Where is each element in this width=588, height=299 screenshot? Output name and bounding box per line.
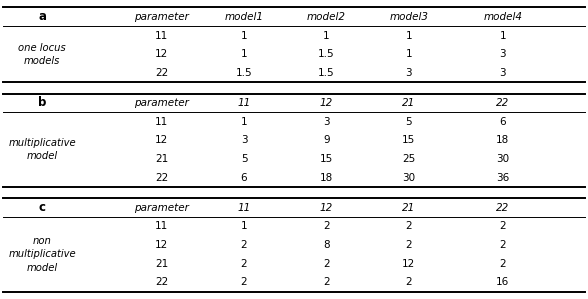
Text: model2: model2 [307,12,346,22]
Text: 2: 2 [405,222,412,231]
Text: 12: 12 [155,240,168,250]
Text: 9: 9 [323,135,330,145]
Text: 3: 3 [405,68,412,78]
Text: 11: 11 [155,222,168,231]
Text: 22: 22 [155,277,168,287]
Text: 18: 18 [496,135,509,145]
Text: 25: 25 [402,154,415,164]
Text: 2: 2 [240,240,248,250]
Text: 1: 1 [499,30,506,40]
Text: 2: 2 [499,222,506,231]
Text: 22: 22 [155,173,168,183]
Text: 1: 1 [323,30,330,40]
Text: 15: 15 [402,135,415,145]
Text: 12: 12 [402,259,415,269]
Text: 22: 22 [496,203,509,213]
Text: 30: 30 [496,154,509,164]
Text: 1.5: 1.5 [236,68,252,78]
Text: 2: 2 [323,277,330,287]
Text: 1: 1 [240,49,248,59]
Text: 2: 2 [240,277,248,287]
Text: 2: 2 [323,259,330,269]
Text: 1: 1 [405,30,412,40]
Text: 1.5: 1.5 [318,68,335,78]
Text: 30: 30 [402,173,415,183]
Text: 3: 3 [499,68,506,78]
Text: 2: 2 [405,240,412,250]
Text: c: c [39,201,45,214]
Text: 6: 6 [240,173,248,183]
Text: model1: model1 [225,12,263,22]
Text: model3: model3 [389,12,428,22]
Text: 8: 8 [323,240,330,250]
Text: parameter: parameter [134,12,189,22]
Text: 12: 12 [320,203,333,213]
Text: 3: 3 [323,117,330,126]
Text: 5: 5 [240,154,248,164]
Text: 3: 3 [240,135,248,145]
Text: 1: 1 [405,49,412,59]
Text: 36: 36 [496,173,509,183]
Text: 11: 11 [238,203,250,213]
Text: model4: model4 [483,12,522,22]
Text: 18: 18 [320,173,333,183]
Text: 2: 2 [499,259,506,269]
Text: 12: 12 [155,49,168,59]
Text: parameter: parameter [134,203,189,213]
Text: 15: 15 [320,154,333,164]
Text: a: a [38,10,46,23]
Text: 12: 12 [320,98,333,108]
Text: 11: 11 [238,98,250,108]
Text: 2: 2 [405,277,412,287]
Text: 1.5: 1.5 [318,49,335,59]
Text: 21: 21 [155,154,168,164]
Text: 11: 11 [155,30,168,40]
Text: b: b [38,97,46,109]
Text: 1: 1 [240,222,248,231]
Text: 16: 16 [496,277,509,287]
Text: 12: 12 [155,135,168,145]
Text: 5: 5 [405,117,412,126]
Text: 21: 21 [155,259,168,269]
Text: parameter: parameter [134,98,189,108]
Text: 22: 22 [155,68,168,78]
Text: 22: 22 [496,98,509,108]
Text: 1: 1 [240,117,248,126]
Text: 2: 2 [240,259,248,269]
Text: 6: 6 [499,117,506,126]
Text: multiplicative
model: multiplicative model [8,138,76,161]
Text: 3: 3 [499,49,506,59]
Text: 11: 11 [155,117,168,126]
Text: 21: 21 [402,98,415,108]
Text: one locus
models: one locus models [18,42,66,66]
Text: non
multiplicative
model: non multiplicative model [8,236,76,273]
Text: 2: 2 [499,240,506,250]
Text: 1: 1 [240,30,248,40]
Text: 21: 21 [402,203,415,213]
Text: 2: 2 [323,222,330,231]
